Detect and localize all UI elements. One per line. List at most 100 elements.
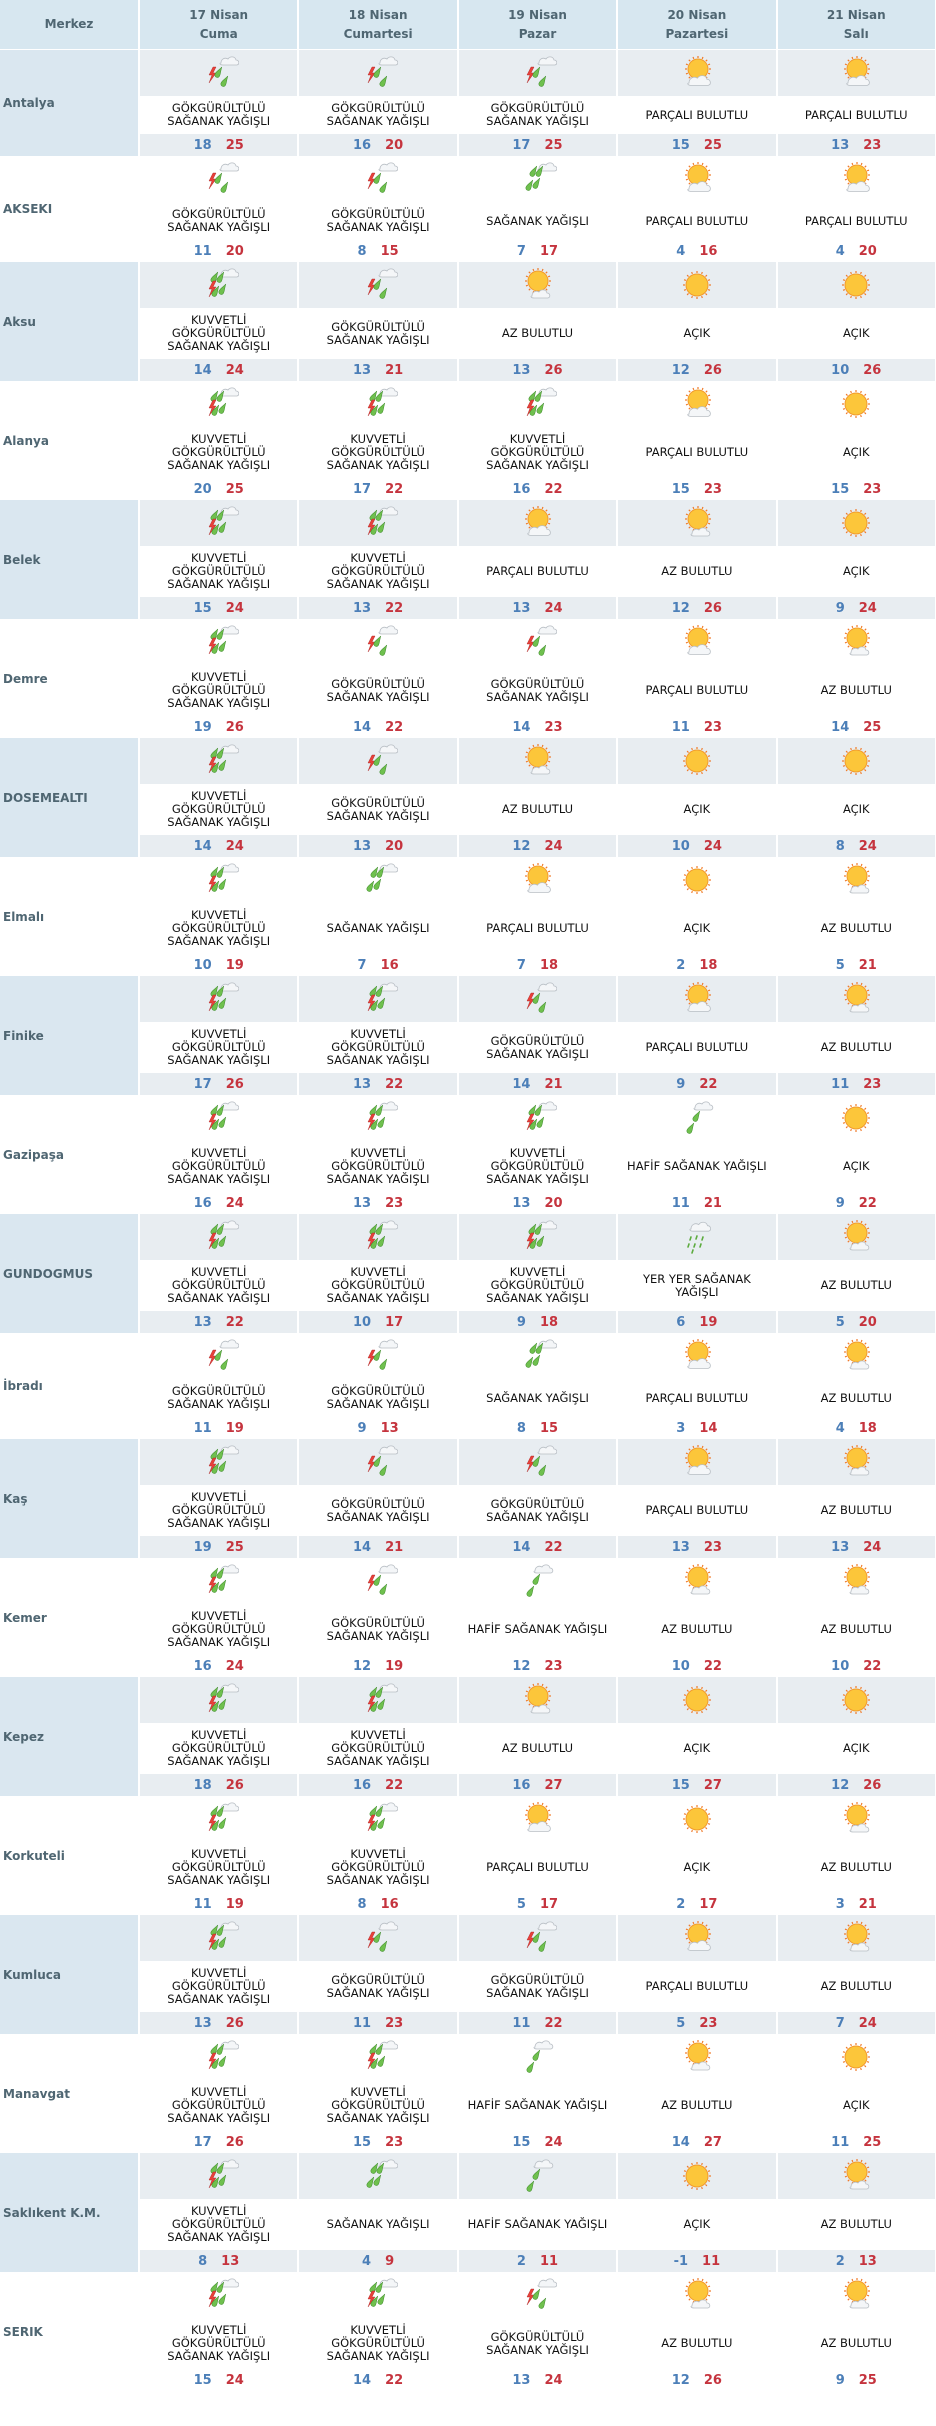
city-name[interactable]: Kaş	[0, 1439, 140, 1558]
condition-text: PARÇALI BULUTLU	[457, 903, 619, 954]
forecast-row-temps: 13 22 10 17 9 18 6 19 5 20	[0, 1311, 936, 1333]
temperature-cell: 17 25	[457, 134, 619, 156]
temperature-cell: 2 18	[617, 954, 778, 976]
high-temp: 22	[385, 600, 404, 616]
day-date: 18 Nisan	[348, 7, 408, 22]
day-date: 21 Nisan	[826, 7, 886, 22]
forecast-row-conditions: KUVVETLİ GÖKGÜRÜLTÜLÜ SAĞANAK YAĞIŞLI KUV…	[0, 2318, 936, 2369]
heavy-thunderstorm-icon	[140, 979, 297, 1019]
low-temp: 11	[352, 2015, 372, 2031]
city-name[interactable]: Manavgat	[0, 2034, 140, 2153]
day-date: 19 Nisan	[508, 7, 567, 22]
high-temp: 13	[858, 2253, 877, 2269]
sunny-icon	[618, 741, 775, 781]
low-temp: 7	[516, 957, 526, 973]
city-name[interactable]: DOSEMEALTI	[0, 738, 140, 857]
low-temp: 14	[352, 719, 372, 735]
high-temp: 23	[703, 1539, 722, 1555]
high-temp: 25	[863, 2134, 882, 2150]
light-rain-icon	[459, 1561, 616, 1601]
condition-text: PARÇALI BULUTLU	[617, 1485, 778, 1536]
high-temp: 24	[225, 2372, 244, 2388]
high-temp: 18	[699, 957, 718, 973]
temperature-cell: 3 14	[617, 1417, 778, 1439]
day-column-header: 19 Nisan Pazar	[457, 0, 619, 50]
weather-icon-cell	[457, 857, 619, 903]
weather-icon-cell	[139, 262, 300, 308]
condition-text: GÖKGÜRÜLTÜLÜ SAĞANAK YAĞIŞLI	[298, 96, 459, 134]
temperature-cell: 10 19	[139, 954, 300, 976]
temperature-cell: 8 13	[139, 2250, 300, 2272]
city-name[interactable]: GUNDOGMUS	[0, 1214, 140, 1333]
city-name[interactable]: SERIK	[0, 2272, 140, 2391]
low-temp: 11	[671, 1195, 690, 1211]
high-temp: 23	[699, 2015, 718, 2031]
temperature-cell: 13 22	[139, 1311, 300, 1333]
condition-text: KUVVETLİ GÖKGÜRÜLTÜLÜ SAĞANAK YAĞIŞLI	[298, 2318, 459, 2369]
condition-text: GÖKGÜRÜLTÜLÜ SAĞANAK YAĞIŞLI	[298, 1485, 459, 1536]
low-temp: 7	[357, 957, 367, 973]
temperature-cell: 7 17	[457, 240, 619, 262]
low-temp: 4	[835, 1420, 845, 1436]
low-temp: 2	[676, 1896, 686, 1912]
thunderstorm-icon	[140, 1336, 297, 1376]
few-clouds-icon	[459, 265, 616, 305]
city-name[interactable]: İbradı	[0, 1333, 140, 1439]
temperature-cell: 2 13	[776, 2250, 936, 2272]
partly-cloudy-icon	[618, 622, 775, 662]
temperature-cell: 12 19	[298, 1655, 459, 1677]
low-temp: 2	[516, 2253, 526, 2269]
condition-text: AZ BULUTLU	[776, 665, 936, 716]
weather-icon-cell	[457, 500, 619, 546]
temperature-cell: 13 24	[457, 597, 619, 619]
city-name[interactable]: Demre	[0, 619, 140, 738]
city-name[interactable]: Elmalı	[0, 857, 140, 976]
low-temp: 13	[193, 2015, 212, 2031]
heavy-thunderstorm-icon	[299, 1799, 456, 1839]
condition-text: KUVVETLİ GÖKGÜRÜLTÜLÜ SAĞANAK YAĞIŞLI	[139, 1842, 300, 1893]
few-clouds-icon	[459, 1680, 616, 1720]
condition-text: KUVVETLİ GÖKGÜRÜLTÜLÜ SAĞANAK YAĞIŞLI	[298, 427, 459, 478]
few-clouds-icon	[778, 860, 935, 900]
high-temp: 19	[225, 1896, 244, 1912]
condition-text: GÖKGÜRÜLTÜLÜ SAĞANAK YAĞIŞLI	[139, 202, 300, 240]
city-name[interactable]: Aksu	[0, 262, 140, 381]
sunny-icon	[618, 265, 775, 305]
high-temp: 24	[858, 838, 877, 854]
condition-text: GÖKGÜRÜLTÜLÜ SAĞANAK YAĞIŞLI	[457, 96, 619, 134]
high-temp: 22	[544, 481, 563, 497]
low-temp: 5	[835, 957, 845, 973]
high-temp: 14	[699, 1420, 718, 1436]
condition-text: KUVVETLİ GÖKGÜRÜLTÜLÜ SAĞANAK YAĞIŞLI	[139, 2080, 300, 2131]
high-temp: 18	[539, 957, 559, 973]
city-name[interactable]: Kemer	[0, 1558, 140, 1677]
weather-icon-cell	[776, 976, 936, 1022]
city-name[interactable]: Kumluca	[0, 1915, 140, 2034]
forecast-row-temps: 15 24 14 22 13 24 12 26 9 25	[0, 2369, 936, 2391]
city-name[interactable]: Belek	[0, 500, 140, 619]
weather-icon-cell	[617, 619, 778, 665]
city-name[interactable]: Antalya	[0, 49, 140, 156]
day-date: 20 Nisan	[667, 7, 727, 22]
city-name[interactable]: Alanya	[0, 381, 140, 500]
forecast-row-temps: 10 19 7 16 7 18 2 18 5 21	[0, 954, 936, 976]
city-name[interactable]: Saklıkent K.M.	[0, 2153, 140, 2272]
low-temp: 12	[352, 1658, 372, 1674]
weather-icon-cell	[457, 1796, 619, 1842]
forecast-row-conditions: KUVVETLİ GÖKGÜRÜLTÜLÜ SAĞANAK YAĞIŞLI KUV…	[0, 1842, 936, 1893]
low-temp: 14	[512, 1539, 531, 1555]
city-name[interactable]: AKSEKI	[0, 156, 140, 262]
weather-icon-cell	[298, 381, 459, 427]
city-name[interactable]: Korkuteli	[0, 1796, 140, 1915]
city-name[interactable]: Kepez	[0, 1677, 140, 1796]
forecast-row-conditions: KUVVETLİ GÖKGÜRÜLTÜLÜ SAĞANAK YAĞIŞLI GÖK…	[0, 665, 936, 716]
high-temp: 23	[863, 137, 882, 153]
condition-text: AZ BULUTLU	[776, 1961, 936, 2012]
temperature-cell: 13 24	[776, 1536, 936, 1558]
city-name[interactable]: Gazipaşa	[0, 1095, 140, 1214]
high-temp: 24	[544, 838, 563, 854]
city-name[interactable]: Finike	[0, 976, 140, 1095]
day-weekday: Cumartesi	[343, 26, 413, 41]
low-temp: 3	[835, 1896, 845, 1912]
low-temp: 13	[193, 1314, 212, 1330]
